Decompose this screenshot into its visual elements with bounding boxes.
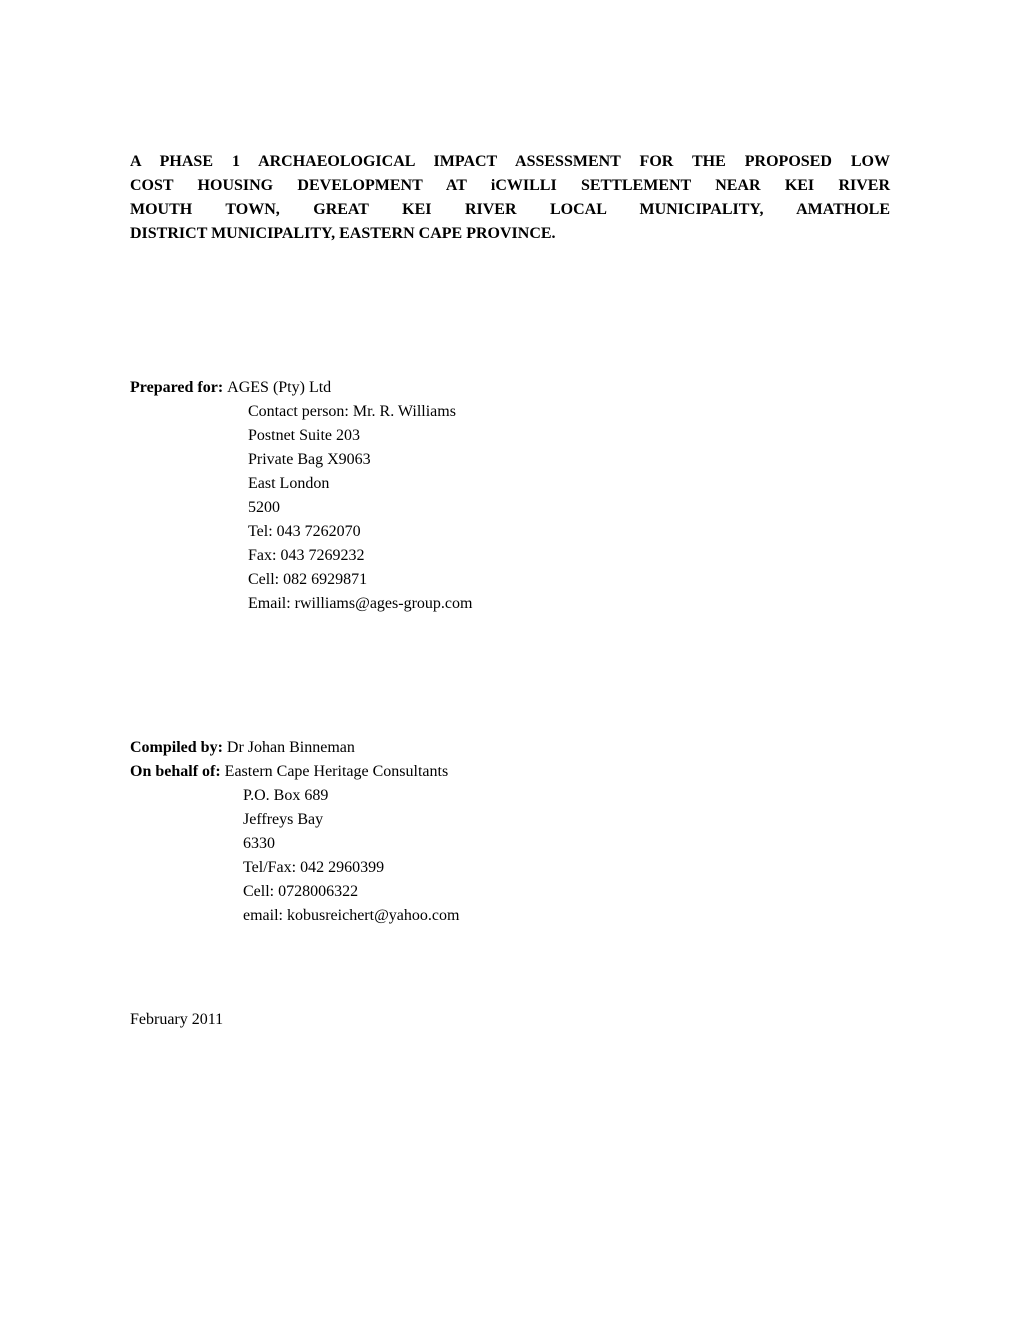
prepared-for-company: AGES (Pty) Ltd xyxy=(227,376,331,400)
prepared-for-label: Prepared for: xyxy=(130,376,227,400)
prepared-for-email: Email: rwilliams@ages-group.com xyxy=(248,592,890,616)
prepared-for-row: Prepared for: AGES (Pty) Ltd xyxy=(130,376,890,400)
prepared-for-fax: Fax: 043 7269232 xyxy=(248,544,890,568)
document-title: A PHASE 1 ARCHAEOLOGICAL IMPACT ASSESSME… xyxy=(130,150,890,246)
prepared-for-cell: Cell: 082 6929871 xyxy=(248,568,890,592)
prepared-for-tel: Tel: 043 7262070 xyxy=(248,520,890,544)
prepared-for-contact: Contact person: Mr. R. Williams xyxy=(248,400,890,424)
prepared-for-addr2: Private Bag X9063 xyxy=(248,448,890,472)
on-behalf-of-label: On behalf of: xyxy=(130,760,225,784)
compiled-by-name: Dr Johan Binneman xyxy=(227,736,355,760)
prepared-for-city: East London xyxy=(248,472,890,496)
on-behalf-of-city: Jeffreys Bay xyxy=(243,808,890,832)
on-behalf-of-addr1: P.O. Box 689 xyxy=(243,784,890,808)
compiled-by-row: Compiled by: Dr Johan Binneman xyxy=(130,736,890,760)
on-behalf-of-email: email: kobusreichert@yahoo.com xyxy=(243,904,890,928)
prepared-for-postal: 5200 xyxy=(248,496,890,520)
on-behalf-of-row: On behalf of: Eastern Cape Heritage Cons… xyxy=(130,760,890,784)
compiled-by-label: Compiled by: xyxy=(130,736,227,760)
on-behalf-of-company: Eastern Cape Heritage Consultants xyxy=(225,760,449,784)
prepared-for-addr1: Postnet Suite 203 xyxy=(248,424,890,448)
document-date: February 2011 xyxy=(130,1008,890,1032)
on-behalf-of-postal: 6330 xyxy=(243,832,890,856)
on-behalf-of-telfax: Tel/Fax: 042 2960399 xyxy=(243,856,890,880)
compiled-by-section: Compiled by: Dr Johan Binneman On behalf… xyxy=(130,736,890,928)
prepared-for-section: Prepared for: AGES (Pty) Ltd Contact per… xyxy=(130,376,890,616)
on-behalf-of-cell: Cell: 0728006322 xyxy=(243,880,890,904)
